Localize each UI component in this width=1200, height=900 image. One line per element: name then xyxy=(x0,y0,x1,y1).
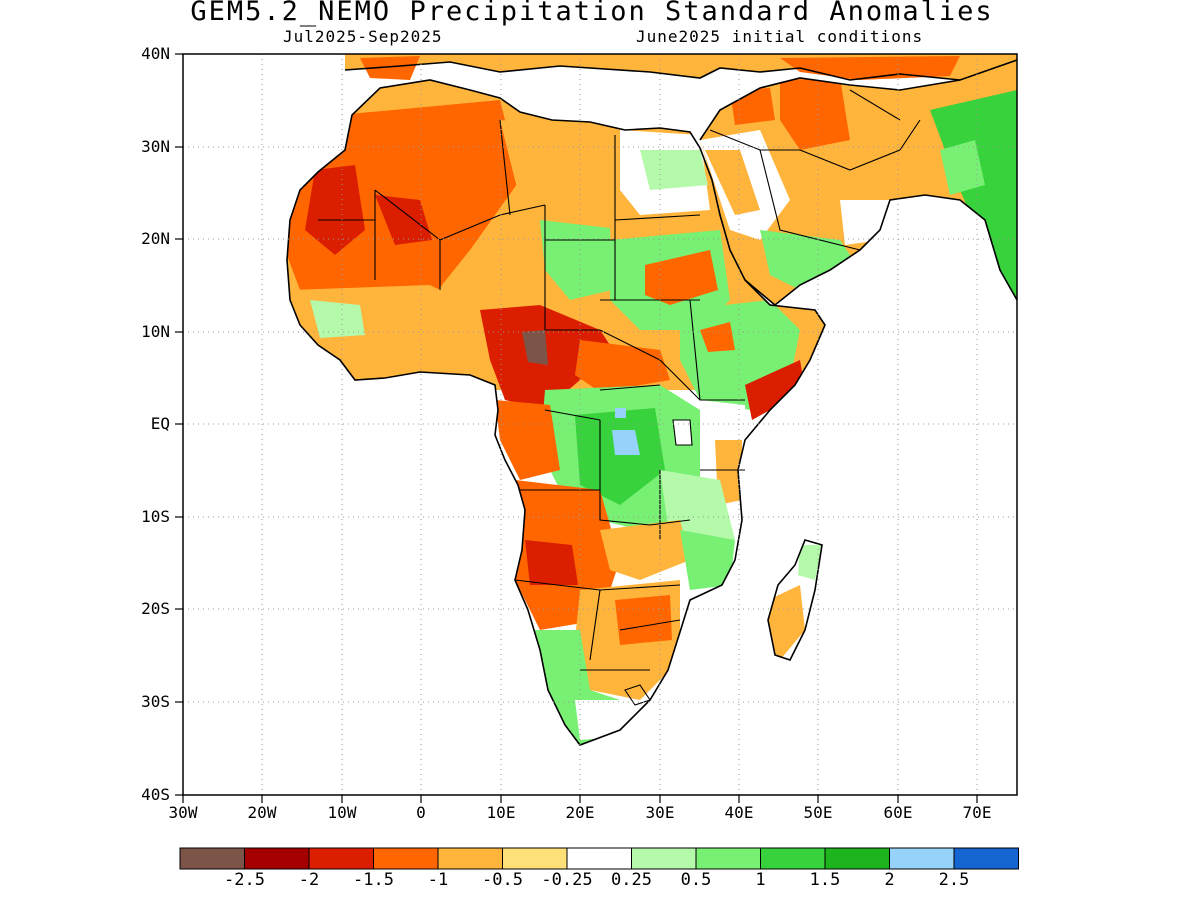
colorbar-box-6 xyxy=(502,847,568,870)
colorbar-box-10 xyxy=(760,847,826,870)
lat-label-40n: 40N xyxy=(141,44,170,63)
colorbar-label: -0.25 xyxy=(541,870,593,890)
colorbar-box-2 xyxy=(244,847,310,870)
colorbar-label: -2.5 xyxy=(224,870,265,890)
lat-label-30s: 30S xyxy=(141,692,170,711)
colorbar-box-8 xyxy=(631,847,697,870)
anomaly-region-india-green xyxy=(930,90,1017,300)
colorbar-box-4 xyxy=(373,847,439,870)
lon-label-50e: 50E xyxy=(803,803,833,822)
initial-conditions: June2025 initial conditions xyxy=(636,27,924,46)
forecast-period: Jul2025-Sep2025 xyxy=(283,27,443,46)
anomaly-region-zambia-orange xyxy=(600,520,690,580)
madagascar-coastline xyxy=(767,539,823,661)
lon-label-10e: 10E xyxy=(486,803,516,822)
anomaly-region-red-sea-coast xyxy=(705,150,760,215)
lat-label-20s: 20S xyxy=(141,599,170,618)
anomaly-field xyxy=(287,54,1017,745)
anomaly-region-congo-core xyxy=(575,408,665,505)
anomaly-region-nigeria-cameroon xyxy=(480,305,620,410)
lon-label-10w: 10W xyxy=(327,803,357,822)
anomaly-region-mali-red xyxy=(375,195,432,245)
colorbar-box-1 xyxy=(179,847,245,870)
axis-ticks xyxy=(175,53,978,803)
anomaly-region-congo-blue-north xyxy=(615,408,626,418)
anomaly-region-iraq-red xyxy=(730,88,775,125)
lon-label-30e: 30E xyxy=(645,803,675,822)
lon-label-0: 0 xyxy=(416,803,426,822)
colorbar-box-3 xyxy=(308,847,374,870)
anomaly-region-central-sahara xyxy=(500,120,620,220)
colorbar-label: 1 xyxy=(755,870,766,890)
arabia-anomalies xyxy=(700,60,1017,305)
africa-anomalies xyxy=(287,80,825,745)
anomaly-region-mauritania xyxy=(305,165,365,255)
colorbar-label: -0.5 xyxy=(482,870,523,890)
lon-label-40e: 40E xyxy=(724,803,754,822)
arabia-coastline xyxy=(699,59,1017,307)
africa-coastline xyxy=(286,79,826,746)
colorbar-box-11 xyxy=(824,847,890,870)
madagascar-anomalies xyxy=(768,540,822,660)
anomaly-region-botswana-orange xyxy=(615,595,672,645)
colorbar xyxy=(179,847,1019,870)
anomaly-region-mozambique-green xyxy=(680,530,735,590)
colorbar-label: 0.25 xyxy=(611,870,652,890)
anomaly-region-iran-red xyxy=(780,78,850,150)
lat-label-10s: 10S xyxy=(141,507,170,526)
lon-label-20w: 20W xyxy=(247,803,277,822)
europe-coastline xyxy=(344,61,961,81)
anomaly-region-madagascar-green xyxy=(798,545,822,580)
lat-label-20n: 20N xyxy=(141,229,170,248)
country-borders xyxy=(318,89,921,706)
lon-label-30w: 30W xyxy=(168,803,198,822)
lat-label-40s: 40S xyxy=(141,785,170,804)
colorbar-label: 2.5 xyxy=(938,870,970,890)
map-title: GEM5.2_NEMO Precipitation Standard Anoma… xyxy=(190,0,994,27)
gridlines xyxy=(183,54,1017,795)
anomaly-region-guinea-green xyxy=(310,300,365,338)
anomaly-region-ethiopia-red xyxy=(700,322,735,352)
anomaly-region-turkey-red xyxy=(780,56,960,80)
lat-label-30n: 30N xyxy=(141,137,170,156)
lon-label-70e: 70E xyxy=(962,803,992,822)
colorbar-label: -2 xyxy=(298,870,320,890)
colorbar-box-9 xyxy=(695,847,761,870)
anomaly-region-somalia-red xyxy=(745,360,805,420)
coastlines xyxy=(286,59,1017,746)
lat-label-eq: EQ xyxy=(150,414,170,433)
colorbar-label: 1.5 xyxy=(809,870,841,890)
colorbar-box-13 xyxy=(953,847,1019,870)
colorbar-label: -1.5 xyxy=(353,870,394,890)
anomaly-region-gabon-orange xyxy=(495,400,560,480)
anomaly-region-india-light xyxy=(940,140,985,195)
colorbar-box-5 xyxy=(437,847,503,870)
lon-label-20e: 20E xyxy=(565,803,595,822)
colorbar-box-7 xyxy=(566,847,632,870)
anomaly-region-iberia-red xyxy=(360,56,420,80)
colorbar-label: 2 xyxy=(884,870,895,890)
colorbar-label: 0.5 xyxy=(680,870,712,890)
anomaly-region-cameroon-core xyxy=(522,330,548,365)
anomaly-region-egypt-green xyxy=(640,150,708,190)
lon-label-60e: 60E xyxy=(883,803,913,822)
colorbar-box-12 xyxy=(889,847,955,870)
colorbar-label: -1 xyxy=(427,870,449,890)
anomaly-region-madagascar xyxy=(768,585,805,660)
lat-label-10n: 10N xyxy=(141,322,170,341)
anomaly-region-congo-blue xyxy=(612,430,640,455)
anomaly-region-sudan-red xyxy=(645,250,718,305)
anomaly-region-angola-red xyxy=(525,540,578,585)
